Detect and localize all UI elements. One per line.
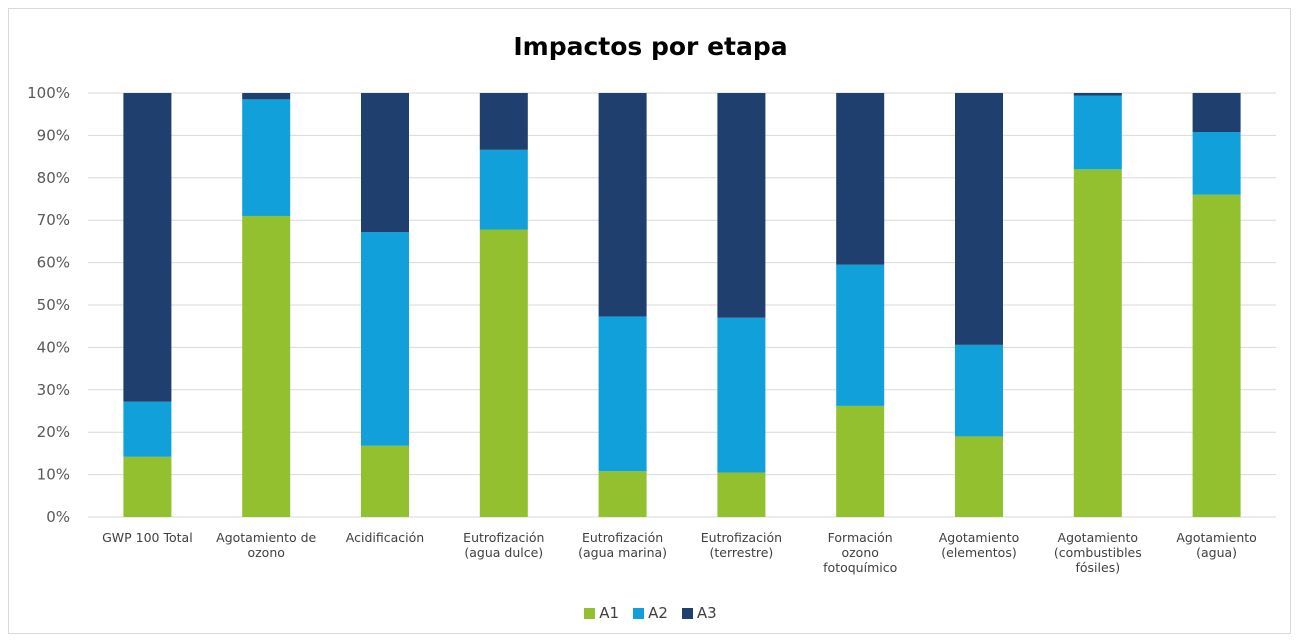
x-tick-label-line: GWP 100 Total	[102, 530, 193, 545]
x-tick-label-line: Agotamiento	[1058, 530, 1139, 545]
y-tick-label: 50%	[37, 296, 70, 314]
x-tick-label: Eutrofización (terrestre)	[701, 530, 782, 560]
x-tick-label-line: Agotamiento	[1176, 530, 1257, 545]
bar-segment-a3	[1192, 93, 1241, 133]
bar-segment-a2	[479, 149, 528, 230]
bar-segment-a2	[836, 264, 885, 406]
y-tick-label: 20%	[37, 423, 70, 441]
bar-segment-a3	[242, 93, 291, 100]
bar-segment-a3	[717, 93, 766, 318]
bar-segment-a1	[242, 215, 291, 517]
legend-label: A3	[696, 604, 717, 622]
bar-segment-a3	[955, 93, 1003, 345]
bar-segment-a2	[1192, 132, 1241, 195]
bars	[123, 93, 1241, 517]
x-tick-label-line: Eutrofización	[463, 530, 544, 545]
x-tick-label: Acidificación	[346, 530, 424, 545]
x-tick-label-line: (terrestre)	[710, 545, 774, 560]
bar-segment-a3	[1073, 93, 1122, 96]
y-tick-label: 40%	[37, 338, 70, 356]
legend: A1 A2 A3	[0, 604, 1301, 622]
x-tick-label-line: ozono	[841, 545, 878, 560]
bar-segment-a2	[598, 316, 647, 472]
legend-item-a3: A3	[681, 604, 717, 622]
y-axis-ticks: 0% 10% 20% 30% 40% 50% 60% 70% 80% 90% 100%	[27, 84, 70, 526]
chart-title: Impactos por etapa	[513, 32, 788, 61]
x-tick-label: Agotamiento (combustibles fósiles)	[1054, 530, 1142, 575]
bar-segment-a3	[123, 93, 172, 402]
x-tick-label-line: Agotamiento	[939, 530, 1020, 545]
x-tick-label: Formación ozono fotoquímico	[823, 530, 897, 575]
bar-segment-a1	[955, 436, 1003, 517]
x-tick-label-line: (agua)	[1196, 545, 1237, 560]
bar-segment-a2	[717, 317, 766, 473]
bar-segment-a3	[598, 93, 647, 317]
x-tick-label: Eutrofización (agua dulce)	[463, 530, 544, 560]
legend-swatch	[633, 607, 645, 619]
bar-segment-a2	[242, 99, 291, 216]
bar-segment-a3	[361, 93, 409, 233]
x-tick-label-line: Eutrofización	[582, 530, 663, 545]
x-tick-label: Agotamiento (agua)	[1176, 530, 1257, 560]
bar-segment-a1	[598, 471, 647, 517]
y-tick-label: 30%	[37, 381, 70, 399]
legend-swatch	[681, 607, 693, 619]
bar-segment-a2	[955, 344, 1003, 437]
bar-segment-a2	[361, 232, 409, 446]
x-tick-label: Agotamiento de ozono	[216, 530, 316, 560]
y-tick-label: 100%	[27, 84, 70, 102]
x-tick-label-line: fósiles)	[1076, 560, 1121, 575]
bar-segment-a3	[836, 93, 885, 265]
y-tick-label: 70%	[37, 211, 70, 229]
x-tick-label-line: ozono	[247, 545, 284, 560]
legend-swatch	[584, 607, 596, 619]
x-tick-label-line: (combustibles	[1054, 545, 1142, 560]
legend-label: A2	[648, 604, 668, 622]
x-tick-label: Eutrofización (agua marina)	[578, 530, 667, 560]
x-tick-label-line: (elementos)	[941, 545, 1016, 560]
x-axis-labels: GWP 100 Total Agotamiento de ozonoAcidific…	[102, 530, 1257, 575]
y-tick-label: 0%	[46, 508, 70, 526]
bar-segment-a3	[479, 93, 528, 150]
x-tick-label-line: (agua marina)	[578, 545, 667, 560]
y-tick-label: 10%	[37, 466, 70, 484]
y-tick-label: 60%	[37, 254, 70, 272]
x-tick-label-line: (agua dulce)	[464, 545, 543, 560]
x-tick-label-line: Acidificación	[346, 530, 424, 545]
x-tick-label-line: Agotamiento de	[216, 530, 316, 545]
bar-segment-a1	[836, 405, 885, 517]
x-tick-label: Agotamiento (elementos)	[939, 530, 1020, 560]
x-tick-label-line: fotoquímico	[823, 560, 897, 575]
bar-segment-a1	[123, 456, 172, 517]
legend-item-a2: A2	[633, 604, 668, 622]
bar-segment-a1	[1192, 194, 1241, 517]
legend-label: A1	[599, 604, 620, 622]
bar-segment-a2	[1073, 95, 1122, 170]
y-tick-label: 80%	[37, 169, 70, 187]
x-tick-label: GWP 100 Total	[102, 530, 193, 545]
bar-segment-a2	[123, 401, 172, 457]
bar-segment-a1	[717, 472, 766, 517]
legend-item-a1: A1	[584, 604, 619, 622]
x-tick-label-line: Formación	[828, 530, 893, 545]
y-tick-label: 90%	[37, 126, 70, 144]
bar-segment-a1	[1073, 169, 1122, 517]
bar-segment-a1	[479, 229, 528, 517]
x-tick-label-line: Eutrofización	[701, 530, 782, 545]
bar-segment-a1	[361, 445, 409, 517]
